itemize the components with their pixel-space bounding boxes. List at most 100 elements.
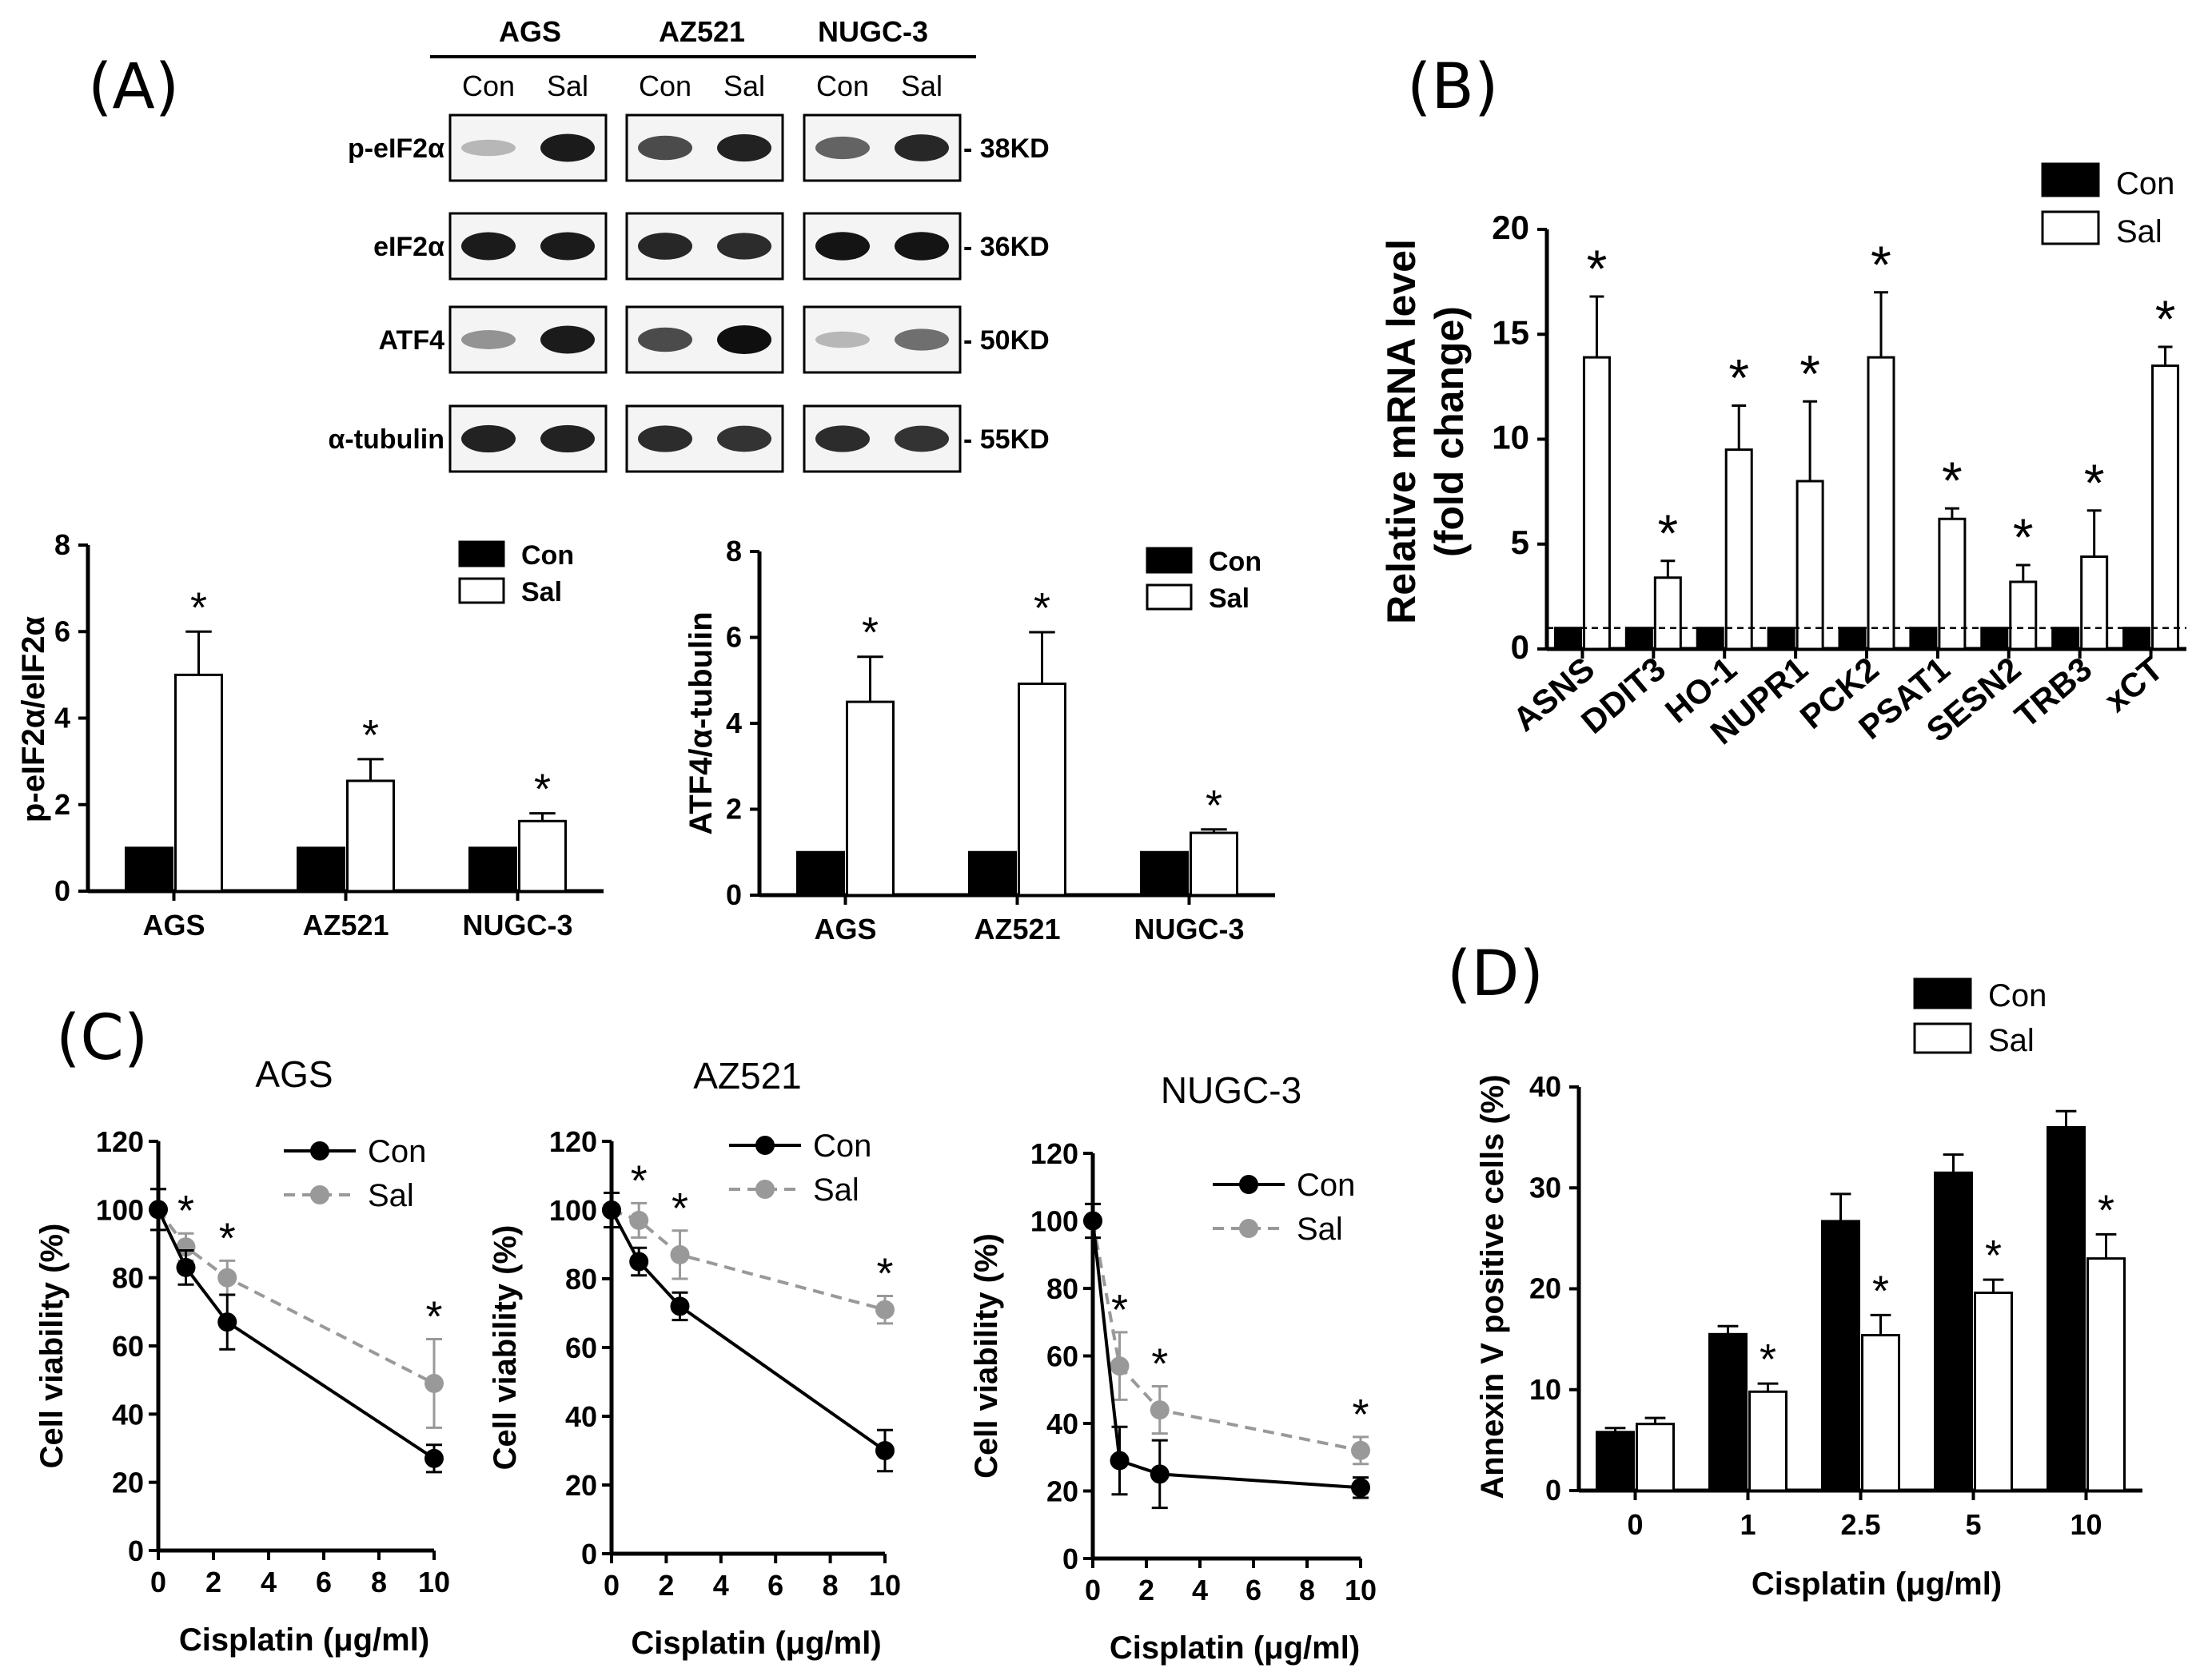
- legend-label: Sal: [521, 577, 562, 607]
- bar-sal: [846, 700, 895, 897]
- series-line-sal: [611, 1208, 886, 1312]
- blot-band: [540, 232, 595, 261]
- significance-star: *: [219, 1214, 236, 1262]
- y-tick-label: 40: [1046, 1407, 1078, 1440]
- bar-sal: [2151, 364, 2180, 651]
- blot-kd-label: - 38KD: [963, 133, 1050, 164]
- x-tick-label: xCT: [2097, 650, 2170, 719]
- y-tick-label: 60: [1046, 1340, 1078, 1373]
- y-tick-label: 0: [726, 878, 742, 911]
- data-point-sal: [217, 1268, 237, 1288]
- legend-label: Con: [1297, 1168, 1355, 1203]
- y-tick-label: 80: [565, 1263, 597, 1296]
- data-point-sal: [1110, 1356, 1130, 1376]
- x-axis-label: Cisplatin (μg/ml): [179, 1622, 429, 1658]
- bar-sal: [1795, 480, 1824, 651]
- bar-con: [968, 850, 1017, 897]
- blot-lane-label: Con: [462, 70, 515, 102]
- bar-sal: [2086, 1257, 2126, 1492]
- data-point-sal: [424, 1373, 444, 1393]
- legend-label: Sal: [368, 1178, 414, 1213]
- x-tick-label: 4: [1192, 1574, 1208, 1606]
- data-point-con: [629, 1252, 649, 1272]
- data-point-sal: [176, 1237, 196, 1257]
- y-tick-label: 0: [581, 1538, 597, 1571]
- y-tick-label: 5: [1511, 524, 1529, 561]
- x-tick-label: 2.5: [1840, 1508, 1880, 1541]
- data-point-sal: [629, 1210, 649, 1230]
- y-axis-label: Cell viability (%): [488, 1225, 523, 1471]
- y-tick-label: 8: [726, 535, 742, 567]
- x-tick-label: AZ521: [974, 913, 1060, 945]
- x-tick-label: AGS: [142, 909, 205, 942]
- chart-title: NUGC-3: [1161, 1069, 1301, 1111]
- legend-swatch: [1913, 1022, 1972, 1054]
- data-point-con: [149, 1200, 168, 1220]
- series-line-con: [157, 1208, 436, 1460]
- bar-sal: [1018, 683, 1066, 897]
- legend-swatch: [1146, 547, 1193, 574]
- series-line-con: [1091, 1220, 1361, 1490]
- chart-c-nugc3: NUGC-3 0 20 40 60 80 100 120 0 2 4 6 8 10 Cisplatin (μ…: [969, 1069, 1377, 1666]
- y-tick-label: 40: [1529, 1070, 1561, 1103]
- y-tick-label: 20: [1492, 209, 1529, 246]
- significance-star: *: [1352, 1391, 1369, 1439]
- blot-band: [638, 135, 692, 161]
- chart-a-right: 0 2 4 6 8 AGS * AZ521 * NUGC-3 * ATF4/α-tubulin Con S…: [684, 535, 1275, 945]
- bar-sal: [1748, 1390, 1788, 1492]
- y-tick-label: 15: [1492, 313, 1529, 351]
- bar-sal: [1190, 831, 1238, 897]
- bar-sal: [1636, 1423, 1675, 1492]
- x-tick-label: 2: [205, 1566, 221, 1598]
- blot-cell-line: NUGC-3: [818, 15, 928, 48]
- y-tick-label: 120: [96, 1125, 144, 1158]
- y-tick-label: 6: [54, 615, 70, 647]
- x-tick-label: 10: [869, 1569, 901, 1602]
- legend-marker: [310, 1141, 329, 1160]
- y-tick-label: 10: [1492, 419, 1529, 456]
- significance-star: *: [2098, 1186, 2114, 1234]
- bar-sal: [174, 673, 223, 893]
- bar-con: [1596, 1431, 1635, 1492]
- y-axis-label: Annexin V positive cells (%): [1475, 1074, 1510, 1499]
- bar-sal: [2080, 555, 2109, 651]
- significance-star: *: [1871, 235, 1891, 294]
- legend-swatch: [2041, 210, 2100, 245]
- significance-star: *: [190, 583, 207, 631]
- significance-star: *: [1799, 344, 1820, 403]
- y-tick-label: 120: [549, 1125, 597, 1158]
- y-axis-label: p-eIF2α/eIF2α: [16, 616, 51, 823]
- x-tick-label: 0: [604, 1569, 620, 1602]
- blot-row-label: α-tubulin: [328, 424, 444, 455]
- bar-con: [1624, 627, 1653, 651]
- y-tick-label: 60: [112, 1330, 144, 1363]
- y-tick-label: 20: [565, 1469, 597, 1502]
- significance-star: *: [1587, 239, 1608, 298]
- blot-band: [815, 425, 870, 452]
- x-tick-label: 5: [1965, 1508, 1981, 1541]
- significance-star: *: [2013, 508, 2034, 567]
- significance-star: *: [2155, 289, 2176, 348]
- significance-star: *: [631, 1156, 648, 1204]
- y-axis-label: (fold change): [1427, 306, 1472, 557]
- legend-label: Con: [1988, 978, 2047, 1013]
- blot-band: [815, 331, 870, 348]
- legend-swatch: [1146, 583, 1193, 611]
- legend-label: Sal: [813, 1172, 859, 1208]
- bar-con: [2047, 1126, 2086, 1492]
- legend-label: Con: [2116, 166, 2174, 201]
- x-tick-label: 4: [713, 1569, 729, 1602]
- y-tick-label: 0: [1545, 1474, 1561, 1507]
- panel-label-a: (A): [88, 51, 179, 123]
- x-tick-label: 8: [823, 1569, 839, 1602]
- data-point-sal: [1351, 1440, 1370, 1460]
- blot-band: [895, 328, 949, 351]
- y-axis-label: Cell viability (%): [969, 1233, 1004, 1479]
- chart-title: AGS: [255, 1053, 333, 1095]
- y-tick-label: 100: [1030, 1205, 1078, 1238]
- y-tick-label: 20: [112, 1467, 144, 1499]
- bar-sal: [1938, 517, 1967, 651]
- x-tick-label: 1: [1740, 1508, 1756, 1541]
- significance-star: *: [2084, 453, 2105, 512]
- x-tick-label: TRB3: [2007, 650, 2098, 735]
